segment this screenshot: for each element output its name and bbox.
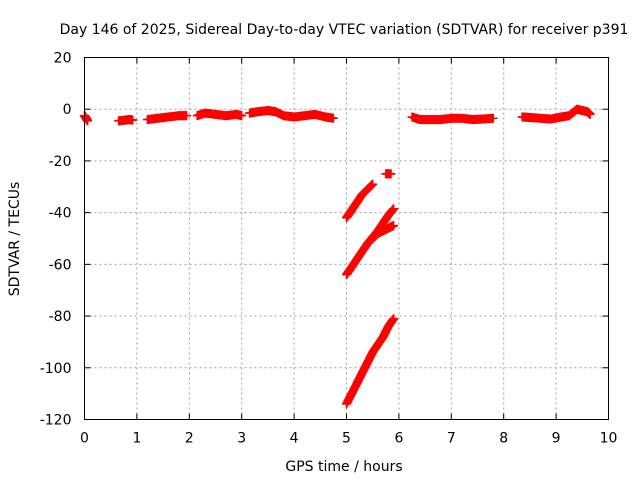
y-tick-label: 20: [54, 51, 72, 67]
data-point: [389, 204, 399, 214]
x-tick-label: 8: [499, 431, 508, 447]
chart-title: Day 146 of 2025, Sidereal Day-to-day VTE…: [60, 22, 629, 38]
y-tick-label: -60: [49, 257, 72, 273]
x-tick-label: 10: [600, 431, 618, 447]
data-point: [389, 221, 399, 231]
x-tick-label: 9: [552, 431, 561, 447]
data-point: [368, 179, 378, 189]
x-tick-label: 0: [80, 431, 89, 447]
data-point: [386, 169, 396, 179]
x-tick-label: 1: [132, 431, 141, 447]
data-point: [585, 109, 595, 119]
x-tick-label: 2: [185, 431, 194, 447]
y-tick-label: -20: [49, 154, 72, 170]
x-axis-label: GPS time / hours: [285, 459, 402, 475]
y-tick-label: -120: [40, 413, 72, 429]
x-tick-label: 7: [447, 431, 456, 447]
x-tick-label: 4: [290, 431, 299, 447]
grid-lines: [84, 57, 609, 420]
y-axis-label: SDTVAR / TECUs: [7, 182, 23, 297]
y-tick-label: -100: [40, 361, 72, 377]
data-point: [237, 111, 247, 121]
data-points: [80, 104, 595, 409]
y-tick-label: -80: [49, 309, 72, 325]
y-tick-label: -40: [49, 206, 72, 222]
data-point: [488, 113, 498, 123]
x-tick-label: 6: [394, 431, 403, 447]
data-point: [328, 113, 338, 123]
axis-ticks: 0 1 2 3 4 5 6 7 8 9 10 -120 -100 -80 -60 -40 -20 0 20: [40, 51, 618, 447]
y-tick-label: 0: [63, 102, 72, 118]
data-point: [128, 115, 138, 125]
data-point: [182, 111, 192, 121]
data-point: [389, 314, 399, 324]
x-tick-label: 3: [237, 431, 246, 447]
x-tick-label: 5: [342, 431, 351, 447]
